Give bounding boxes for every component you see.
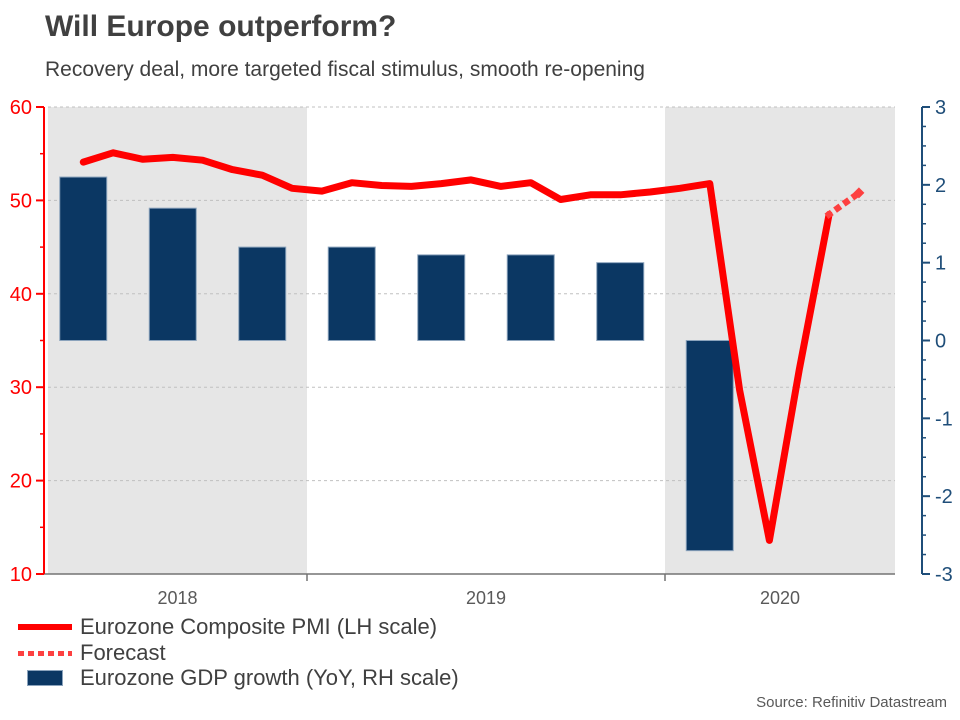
right-axis-label--1: -1 bbox=[935, 408, 953, 430]
forecast-dotted-swatch-icon bbox=[18, 651, 72, 656]
x-axis-year-label-2018: 2018 bbox=[157, 588, 197, 608]
left-axis-label-40: 40 bbox=[10, 284, 32, 306]
forecast-end-diamond-icon bbox=[853, 187, 865, 199]
gdp-bar-2019-Q1 bbox=[327, 246, 376, 342]
right-axis-label-2: 2 bbox=[935, 175, 946, 197]
left-axis-label-50: 50 bbox=[10, 190, 32, 212]
gdp-bar-2018-Q4 bbox=[238, 246, 287, 342]
chart-title: Will Europe outperform? bbox=[45, 10, 397, 43]
left-axis-label-10: 10 bbox=[10, 564, 32, 586]
chart-subtitle: Recovery deal, more targeted fiscal stim… bbox=[45, 58, 645, 81]
x-axis-year-label-2019: 2019 bbox=[466, 588, 506, 608]
gdp-bar-2018-Q2 bbox=[59, 176, 108, 341]
gdp-bar-swatch-icon bbox=[27, 670, 63, 686]
gdp-bar-2019-Q4 bbox=[596, 262, 645, 341]
forecast-line bbox=[824, 188, 864, 219]
legend-label-forecast: Forecast bbox=[80, 640, 166, 665]
right-axis-label--3: -3 bbox=[935, 564, 953, 586]
gdp-bar-2019-Q2 bbox=[417, 254, 466, 341]
right-axis-label--2: -2 bbox=[935, 486, 953, 508]
legend-label-gdp: Eurozone GDP growth (YoY, RH scale) bbox=[80, 665, 459, 690]
right-axis-label-1: 1 bbox=[935, 253, 946, 275]
legend-label-pmi: Eurozone Composite PMI (LH scale) bbox=[80, 614, 438, 639]
right-axis-label-3: 3 bbox=[935, 97, 946, 119]
left-axis-label-60: 60 bbox=[10, 97, 32, 119]
gdp-bar-2020-Q1 bbox=[685, 340, 734, 552]
x-axis-year-label-2020: 2020 bbox=[760, 588, 800, 608]
left-axis-label-30: 30 bbox=[10, 377, 32, 399]
pmi-line-swatch-icon bbox=[18, 624, 72, 630]
gdp-bar-2019-Q3 bbox=[506, 254, 555, 341]
right-axis-label-0: 0 bbox=[935, 331, 946, 353]
left-axis-label-20: 20 bbox=[10, 471, 32, 493]
gdp-bar-2018-Q3 bbox=[148, 207, 197, 341]
pmi-line bbox=[79, 149, 833, 544]
source-attribution: Source: Refinitiv Datastream bbox=[756, 694, 947, 711]
